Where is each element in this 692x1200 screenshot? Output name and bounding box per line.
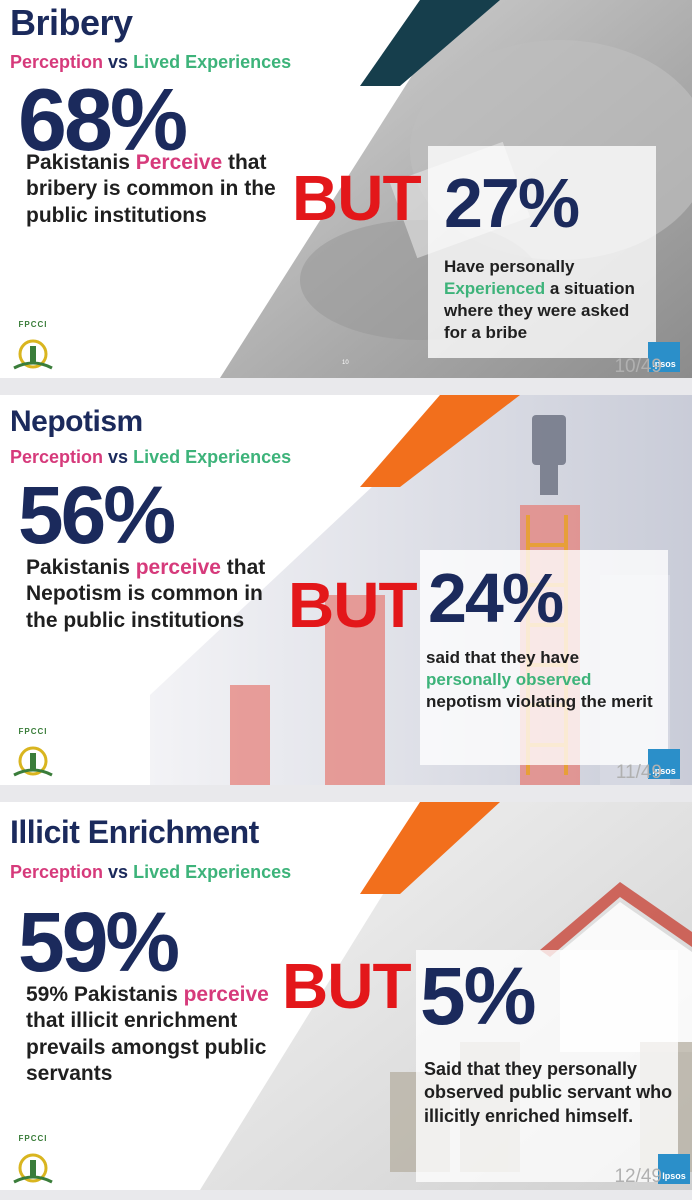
perception-percentage: 59% — [18, 895, 180, 989]
ipsos-logo-icon: Ipsos — [658, 1154, 690, 1184]
experience-text: Said that they personally observed publi… — [424, 1059, 673, 1126]
ipsos-logo-icon: Ipsos — [648, 342, 680, 372]
slide-nepotism: Nepotism Perception vs Lived Experiences… — [0, 395, 692, 785]
experience-panel — [428, 146, 656, 358]
page-title: Bribery — [10, 2, 133, 43]
but-label: BUT — [288, 569, 418, 641]
experience-percentage: 5% — [420, 951, 537, 1042]
page-number: 11/49 — [615, 762, 662, 783]
but-label: BUT — [282, 950, 412, 1022]
subtitle-lived: Lived Experiences — [133, 862, 292, 882]
page-number: 12/49 — [614, 1166, 662, 1187]
perception-percentage: 56% — [18, 470, 176, 561]
subtitle-perception: Perception — [10, 862, 104, 882]
slide-illicit-enrichment: Illicit Enrichment Perception vs Lived E… — [0, 802, 692, 1190]
subtitle-lived: Lived Experiences — [133, 52, 292, 72]
fpcci-logo-text: FPCCI — [18, 727, 48, 736]
fpcci-logo-text: FPCCI — [18, 1134, 48, 1143]
subtitle-perception: Perception — [10, 447, 104, 467]
perception-text: 59% Pakistanis perceive that illicit enr… — [26, 983, 269, 1085]
subtitle: Perception vs Lived Experiences — [10, 52, 291, 73]
subtitle-lived: Lived Experiences — [133, 447, 292, 467]
but-label: BUT — [292, 162, 422, 234]
page-number: 10/49 — [614, 356, 662, 377]
experience-panel — [416, 950, 678, 1182]
ipsos-logo-icon: Ipsos — [648, 749, 680, 779]
subtitle-vs: vs — [108, 52, 129, 72]
perception-text: Pakistanis perceive that Nepotism is com… — [26, 556, 266, 632]
slide-number-small: 10 — [342, 360, 349, 366]
fpcci-logo-text: FPCCI — [18, 320, 48, 329]
fpcci-logo-icon — [13, 746, 53, 777]
perception-percentage: 68% — [18, 70, 188, 169]
experience-percentage: 27% — [444, 164, 580, 242]
fpcci-logo-icon — [13, 339, 53, 370]
perception-text: Pakistanis Perceive that bribery is comm… — [26, 151, 276, 227]
experience-text: Have personally Experienced a situation … — [444, 257, 635, 343]
experience-percentage: 24% — [428, 559, 564, 637]
fpcci-logo-icon — [13, 1153, 53, 1184]
page-title: Nepotism — [10, 405, 143, 438]
subtitle-perception: Perception — [10, 52, 104, 72]
subtitle: Perception vs Lived Experiences — [10, 447, 291, 468]
subtitle-vs: vs — [108, 862, 129, 882]
experience-text: said that they have personally observed … — [426, 648, 653, 712]
slide-bribery: Bribery Perception vs Lived Experiences … — [0, 0, 692, 378]
subtitle: Perception vs Lived Experiences — [10, 862, 291, 883]
experience-panel — [420, 550, 668, 765]
page-title: Illicit Enrichment — [10, 814, 259, 850]
subtitle-vs: vs — [108, 447, 129, 467]
